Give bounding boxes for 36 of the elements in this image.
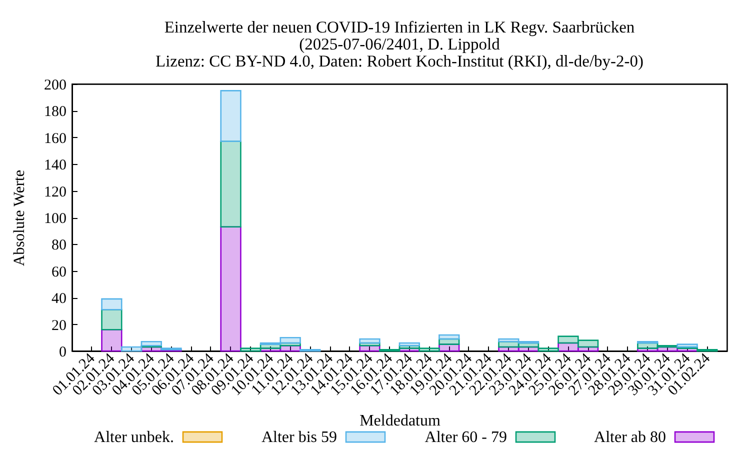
- bar: [558, 336, 579, 344]
- bar: [140, 341, 162, 346]
- bar: [280, 337, 301, 344]
- bar: [101, 328, 122, 352]
- y-tick-label: 60: [52, 264, 66, 280]
- bar: [220, 90, 242, 142]
- y-tick-label: 100: [44, 211, 66, 227]
- legend-label: Alter bis 59: [261, 429, 337, 446]
- bar: [101, 308, 122, 330]
- y-tick-label: 180: [44, 104, 66, 120]
- y-tick-label: 40: [52, 291, 66, 308]
- bar: [398, 342, 420, 346]
- chart-title: Einzelwerte der neuen COVID-19 Infizierten in LK Regv. Saarbrücken (2025-07-06/2401, D. Lippold Lizenz: CC BY-ND 4.0, Daten: Robert Koch-Institut (RKI), dl-de/by-2-0): [155, 18, 644, 70]
- legend-label: Alter unbek.: [94, 429, 174, 446]
- legend-label: Alter ab 80: [594, 429, 666, 446]
- bar: [577, 340, 599, 348]
- bar: [418, 348, 440, 352]
- y-axis-title: Absolute Werte: [11, 170, 28, 266]
- bar: [676, 344, 698, 348]
- bar: [359, 338, 380, 344]
- y-tick-label: 20: [52, 318, 66, 334]
- legend-label: Alter 60 - 79: [424, 429, 507, 446]
- bar: [240, 348, 262, 352]
- bar: [438, 334, 460, 340]
- y-tick-label: 120: [44, 184, 66, 200]
- x-axis-title: Meldedatum: [360, 412, 441, 430]
- y-tick-label: 200: [44, 78, 66, 94]
- bar: [538, 348, 559, 352]
- y-tick-label: 140: [44, 158, 66, 174]
- bar: [120, 346, 142, 352]
- bar: [220, 226, 242, 352]
- y-tick-label: 160: [44, 130, 66, 147]
- bar: [498, 338, 520, 342]
- bar: [101, 298, 122, 310]
- y-tick-label: 80: [52, 238, 66, 254]
- bar: [220, 140, 242, 228]
